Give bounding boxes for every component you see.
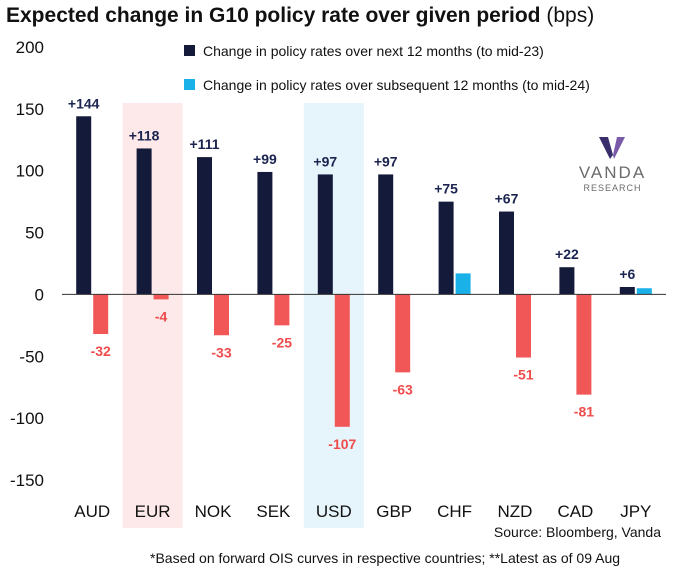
bar-sek-next12m <box>257 171 273 295</box>
chart-title: Expected change in G10 policy rate over … <box>6 4 594 28</box>
bar-nzd-next12m <box>499 211 514 295</box>
chart-title-unit: (bps) <box>546 4 595 27</box>
bar-jpy-subsequent12m <box>636 288 652 295</box>
data-label-usd-next12m: +97 <box>313 153 337 169</box>
bar-sek-subsequent12m <box>274 294 290 326</box>
y-tick-label: 0 <box>35 285 44 304</box>
data-label-nok-subsequent12m: -33 <box>211 344 231 360</box>
bar-gbp-next12m <box>378 174 394 295</box>
data-label-nzd-subsequent12m: -51 <box>513 367 533 383</box>
vanda-logo-mark-icon <box>598 137 625 159</box>
legend-label-subsequent12m: Change in policy rates over subsequent 1… <box>203 77 590 93</box>
bar-cad-subsequent12m <box>576 294 592 395</box>
y-tick-label: 100 <box>16 162 44 181</box>
x-tick-label: AUD <box>74 502 110 521</box>
legend-label-next12m: Change in policy rates over next 12 mont… <box>203 43 544 59</box>
x-tick-label: NOK <box>195 502 233 521</box>
legend-swatch-next12m <box>184 45 195 56</box>
legend-swatch-subsequent12m <box>184 79 195 90</box>
bar-chf-next12m <box>438 201 454 295</box>
data-label-sek-next12m: +99 <box>253 151 277 167</box>
y-tick-label: -100 <box>10 409 44 428</box>
bar-eur-subsequent12m <box>153 294 169 300</box>
chart-title-main: Expected change in G10 policy rate over … <box>6 4 541 27</box>
data-label-nzd-next12m: +67 <box>495 191 519 207</box>
data-label-eur-next12m: +118 <box>129 127 160 143</box>
y-tick-label: 150 <box>16 100 44 119</box>
vanda-logo-name: VANDA <box>578 163 647 182</box>
x-tick-label: EUR <box>135 502 171 521</box>
data-label-usd-subsequent12m: -107 <box>328 436 356 452</box>
x-tick-label: NZD <box>498 502 533 521</box>
data-label-aud-subsequent12m: -32 <box>91 343 111 359</box>
bar-aud-subsequent12m <box>93 294 109 335</box>
data-label-aud-next12m: +144 <box>68 95 100 111</box>
highlight-band-eur <box>122 103 183 528</box>
highlight-band-usd <box>303 103 364 528</box>
data-label-gbp-subsequent12m: -63 <box>393 381 413 397</box>
data-label-sek-subsequent12m: -25 <box>272 334 292 350</box>
y-tick-label: -50 <box>19 347 44 366</box>
footnote: *Based on forward OIS curves in respecti… <box>150 550 621 566</box>
bar-cad-next12m <box>559 267 575 295</box>
bar-eur-next12m <box>136 148 152 295</box>
y-tick-label: 50 <box>25 224 44 243</box>
source-note: Source: Bloomberg, Vanda <box>493 524 661 540</box>
bar-usd-next12m <box>317 174 333 295</box>
bar-nok-next12m <box>197 157 212 295</box>
bar-aud-next12m <box>76 116 92 295</box>
x-tick-label: JPY <box>620 502 651 521</box>
bar-nok-subsequent12m <box>214 294 229 336</box>
bar-gbp-subsequent12m <box>395 294 411 373</box>
y-tick-label: 200 <box>16 38 44 57</box>
bar-chf-subsequent12m <box>455 273 471 295</box>
bar-usd-subsequent12m <box>334 294 350 427</box>
x-tick-label: USD <box>316 502 352 521</box>
y-tick-label: -150 <box>10 471 44 490</box>
data-label-jpy-next12m: +6 <box>619 266 635 282</box>
vanda-logo-sub: RESEARCH <box>583 183 642 193</box>
vanda-logo: VANDA RESEARCH <box>575 135 650 193</box>
bar-nzd-subsequent12m <box>516 294 531 358</box>
x-tick-label: CHF <box>437 502 472 521</box>
data-label-chf-next12m: +75 <box>434 181 458 197</box>
x-tick-label: CAD <box>557 502 593 521</box>
x-tick-label: GBP <box>376 502 412 521</box>
data-label-eur-subsequent12m: -4 <box>155 308 168 324</box>
bar-jpy-next12m <box>619 287 635 295</box>
data-label-gbp-next12m: +97 <box>374 153 398 169</box>
data-label-cad-next12m: +22 <box>555 246 579 262</box>
x-tick-label: SEK <box>256 502 291 521</box>
data-label-nok-next12m: +111 <box>190 136 220 152</box>
data-label-cad-subsequent12m: -81 <box>574 404 594 420</box>
